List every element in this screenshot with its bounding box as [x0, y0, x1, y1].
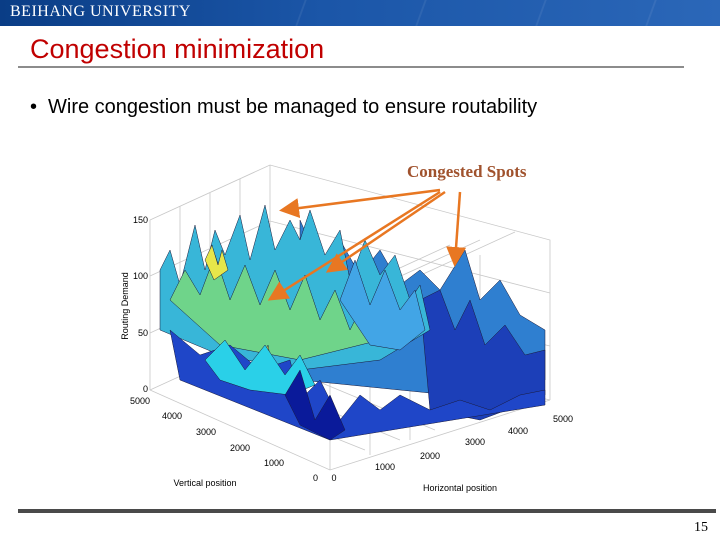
z-axis: 0 50 100 150 Routing Demand: [120, 215, 148, 394]
vertical-tick-label: 1000: [264, 458, 284, 468]
arrow-to-middle: [325, 190, 446, 273]
surface-yellow-spots: [204, 244, 229, 281]
horizontal-tick-label: 0: [331, 473, 336, 483]
arrow-to-center: [267, 190, 441, 301]
horizontal-tick-label: 5000: [553, 414, 573, 424]
callout-arrows: [267, 188, 467, 301]
z-tick-label: 100: [133, 271, 148, 281]
slide-title: Congestion minimization: [30, 34, 325, 64]
surface-dark-front: [284, 369, 346, 441]
z-tick-label: 150: [133, 215, 148, 225]
page-number: 15: [694, 520, 708, 535]
arrow-to-right: [446, 191, 467, 267]
vertical-tick-label: 5000: [130, 396, 150, 406]
z-tick-label: 50: [138, 328, 148, 338]
title-divider: [18, 66, 684, 68]
horizontal-tick-label: 1000: [375, 462, 395, 472]
vertical-tick-label: 4000: [162, 411, 182, 421]
bullet-icon: •: [30, 96, 38, 118]
vertical-tick-label: 2000: [230, 443, 250, 453]
vertical-axis: 0 1000 2000 3000 4000 5000 Vertical posi…: [130, 396, 318, 488]
horizontal-tick-label: 4000: [508, 426, 528, 436]
surface-mid-peaks: [339, 259, 426, 351]
footer-divider: [18, 509, 716, 513]
z-axis-label: Routing Demand: [120, 272, 130, 340]
header-bar: BEIHANG UNIVERSITY: [0, 0, 720, 26]
congested-spots-label: Congested Spots: [407, 162, 527, 181]
surface-mesh: [159, 204, 546, 441]
horizontal-axis: 0 1000 2000 3000 4000 5000 Horizontal po…: [331, 414, 573, 493]
bullet-text: Wire congestion must be managed to ensur…: [48, 96, 538, 118]
z-tick-label: 0: [143, 384, 148, 394]
arrow-to-left-peak: [279, 188, 441, 219]
vertical-axis-label: Vertical position: [173, 478, 236, 488]
horizontal-tick-label: 2000: [420, 451, 440, 461]
vertical-tick-label: 0: [313, 473, 318, 483]
surface-cyan-front: [204, 339, 316, 396]
horizontal-tick-label: 3000: [465, 437, 485, 447]
bullet-item: • Wire congestion must be managed to ensu…: [30, 96, 537, 119]
university-logo: BEIHANG UNIVERSITY: [10, 3, 191, 20]
surface-right-region: [419, 289, 546, 421]
vertical-tick-label: 3000: [196, 427, 216, 437]
horizontal-axis-label: Horizontal position: [423, 483, 497, 493]
